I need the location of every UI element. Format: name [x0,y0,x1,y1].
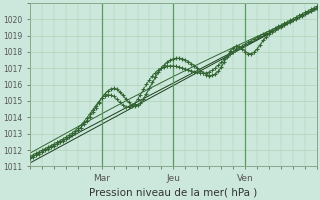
X-axis label: Pression niveau de la mer( hPa ): Pression niveau de la mer( hPa ) [89,187,258,197]
